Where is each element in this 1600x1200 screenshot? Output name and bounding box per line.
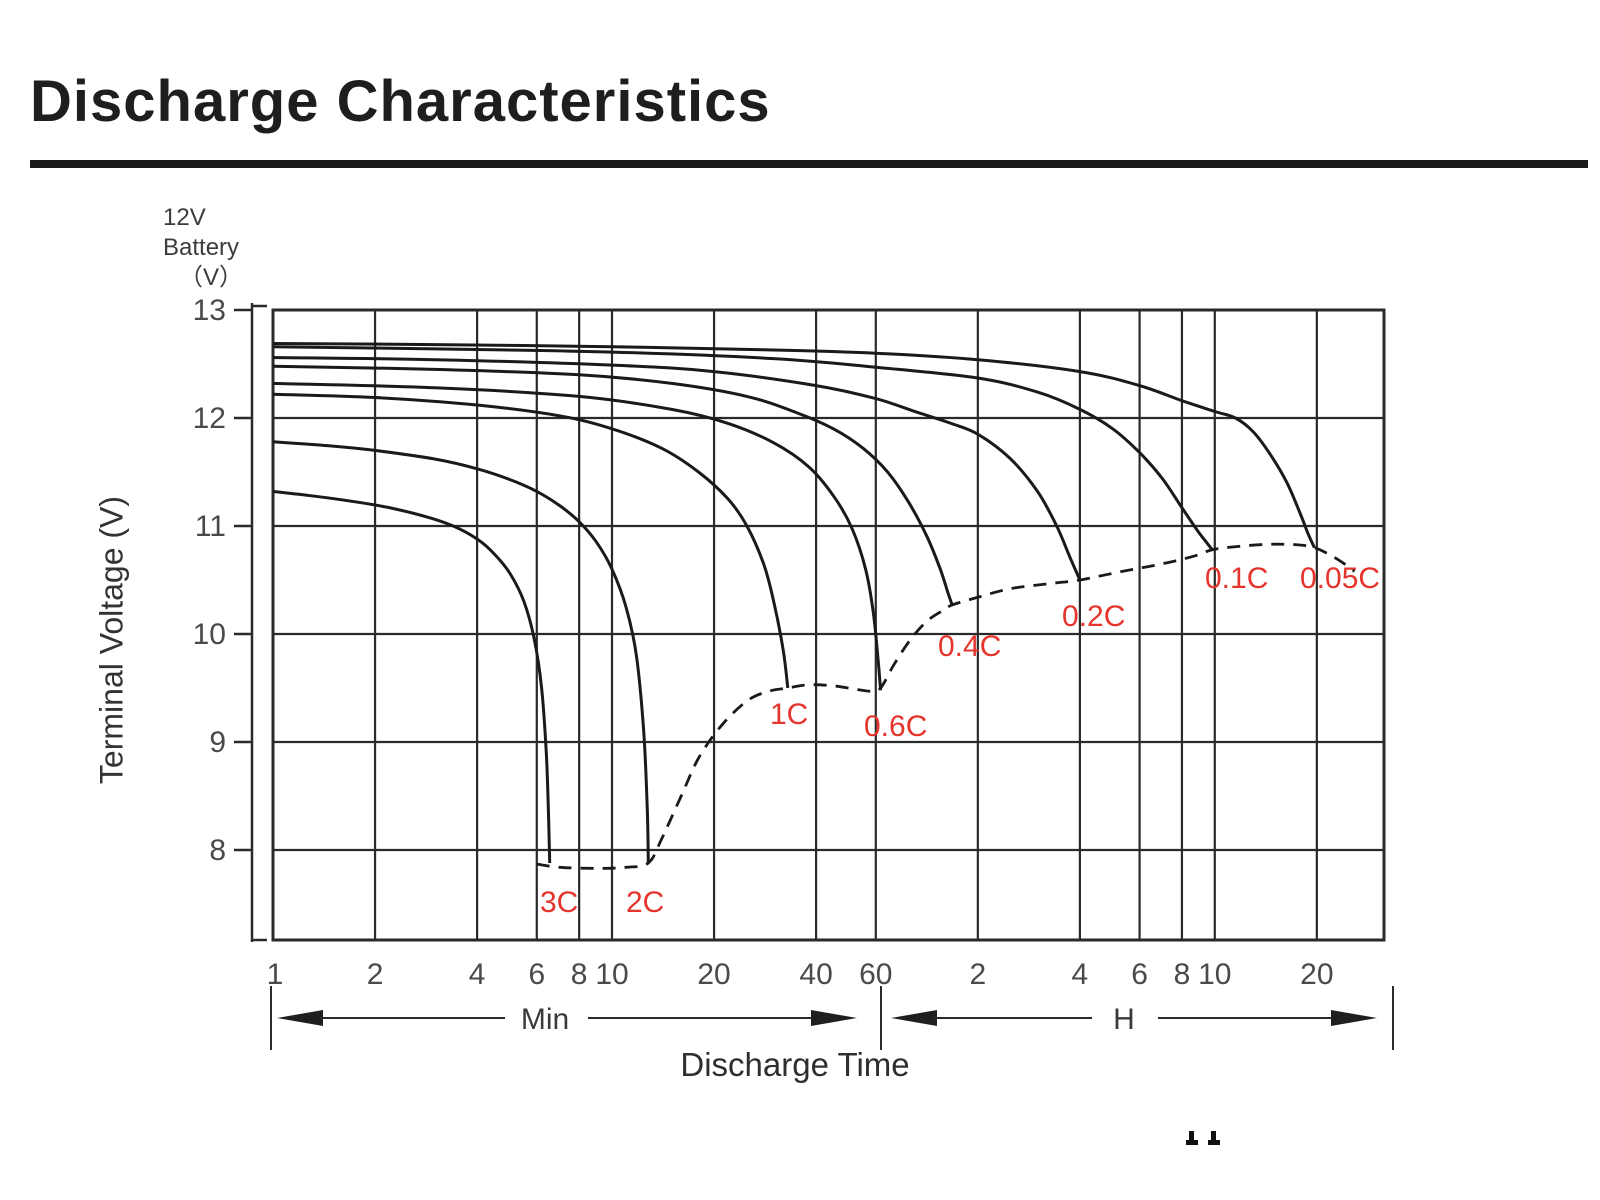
curve-label-1C: 1C — [770, 698, 808, 731]
x-tick-label-h: 6 — [1131, 958, 1148, 991]
curve-1C — [272, 392, 790, 689]
x-tick-label-min: 60 — [859, 958, 892, 991]
y-tick-label: 8 — [209, 834, 226, 867]
x-tick-label-min: 1 — [267, 958, 284, 991]
battery-type-label: 12V Battery （V） — [163, 203, 243, 293]
curve-label-0.05C: 0.05C — [1300, 562, 1380, 595]
curve-0.4C — [272, 364, 954, 607]
battery-label-line2: Battery — [163, 234, 240, 261]
x-tick-label-min: 4 — [469, 958, 486, 991]
curve-0.6C — [272, 381, 883, 691]
x-tick-label-min: 2 — [367, 958, 384, 991]
curve-label-0.4C: 0.4C — [938, 630, 1001, 663]
battery-label-line3: （V） — [179, 264, 244, 291]
curve-3C — [272, 489, 552, 864]
x-tick-label-min: 6 — [528, 958, 545, 991]
y-tick-label: 11 — [195, 510, 226, 543]
plot-border — [271, 308, 1386, 942]
curve-0.05C — [272, 342, 1316, 549]
curve-2C — [272, 440, 650, 864]
cutoff-dashed-line — [536, 542, 1356, 870]
page-number-fragment — [1189, 1131, 1194, 1142]
curve-label-2C: 2C — [626, 886, 664, 919]
curve-0.1C — [272, 345, 1214, 551]
x-unit-label-min: Min — [521, 1003, 569, 1036]
curve-label-0.1C: 0.1C — [1205, 562, 1268, 595]
curve-label-3C: 3C — [540, 886, 578, 919]
x-tick-label-h: 10 — [1198, 958, 1231, 991]
x-tick-label-h: 20 — [1300, 958, 1333, 991]
y-tick-label: 10 — [193, 618, 226, 651]
battery-label-line1: 12V — [163, 204, 206, 231]
x-tick-label-h: 2 — [969, 958, 986, 991]
y-tick-label: 13 — [193, 294, 226, 327]
x-unit-label-h: H — [1113, 1003, 1135, 1036]
x-tick-label-min: 20 — [697, 958, 730, 991]
page-number-fragment — [1186, 1140, 1198, 1145]
arrowhead — [811, 1010, 857, 1026]
y-tick-label: 12 — [193, 402, 226, 435]
curve-label-0.6C: 0.6C — [864, 710, 927, 743]
page-number-fragment — [1208, 1140, 1220, 1145]
arrowhead — [277, 1010, 323, 1026]
x-tick-label-h: 4 — [1072, 958, 1089, 991]
x-tick-label-min: 40 — [799, 958, 832, 991]
x-axis-title: Discharge Time — [680, 1046, 910, 1083]
x-tick-label-h: 8 — [1174, 958, 1191, 991]
page-title: Discharge Characteristics — [30, 69, 771, 134]
arrowhead — [891, 1010, 937, 1026]
page-number-fragment — [1211, 1131, 1216, 1142]
curve-label-0.2C: 0.2C — [1062, 600, 1125, 633]
title-rule — [30, 160, 1588, 168]
x-tick-label-min: 10 — [595, 958, 628, 991]
arrowhead — [1331, 1010, 1377, 1026]
y-tick-label: 9 — [209, 726, 226, 759]
x-tick-label-min: 8 — [571, 958, 588, 991]
curve-0.2C — [272, 356, 1082, 581]
